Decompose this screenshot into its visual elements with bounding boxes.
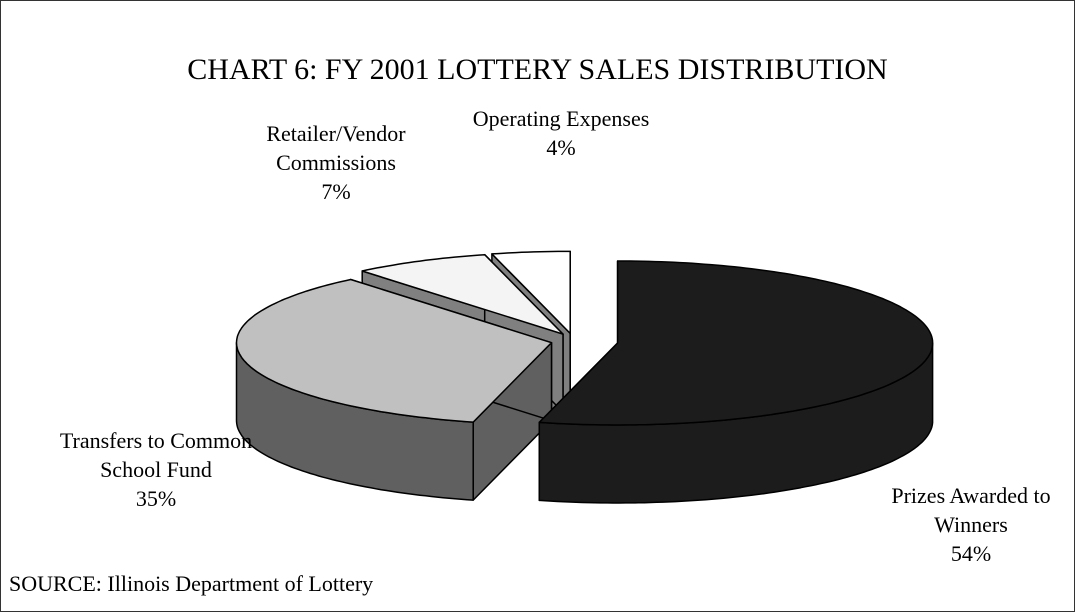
category-label: Operating Expenses <box>472 106 650 131</box>
chart-title: CHART 6: FY 2001 LOTTERY SALES DISTRIBUT… <box>187 53 888 86</box>
slice <box>491 250 571 335</box>
slice <box>361 253 564 335</box>
category-label: Prizes Awarded to Winners <box>891 483 1051 537</box>
value-label: 4% <box>546 135 576 160</box>
slice <box>235 278 553 423</box>
value-label: 35% <box>135 486 177 511</box>
value-label: 7% <box>321 179 351 204</box>
slice-label: Transfers to Common School Fund 35% <box>51 426 261 513</box>
value-label: 54% <box>950 541 992 566</box>
source-note: SOURCE: Illinois Department of Lottery <box>9 571 374 596</box>
category-label: Retailer/Vendor Commissions <box>266 121 406 175</box>
category-label: Transfers to Common School Fund <box>59 428 253 482</box>
slice-label: Operating Expenses 4% <box>461 104 661 162</box>
slice <box>538 260 934 426</box>
slice-label: Prizes Awarded to Winners 54% <box>871 481 1071 568</box>
slice-label: Retailer/Vendor Commissions 7% <box>236 119 436 206</box>
